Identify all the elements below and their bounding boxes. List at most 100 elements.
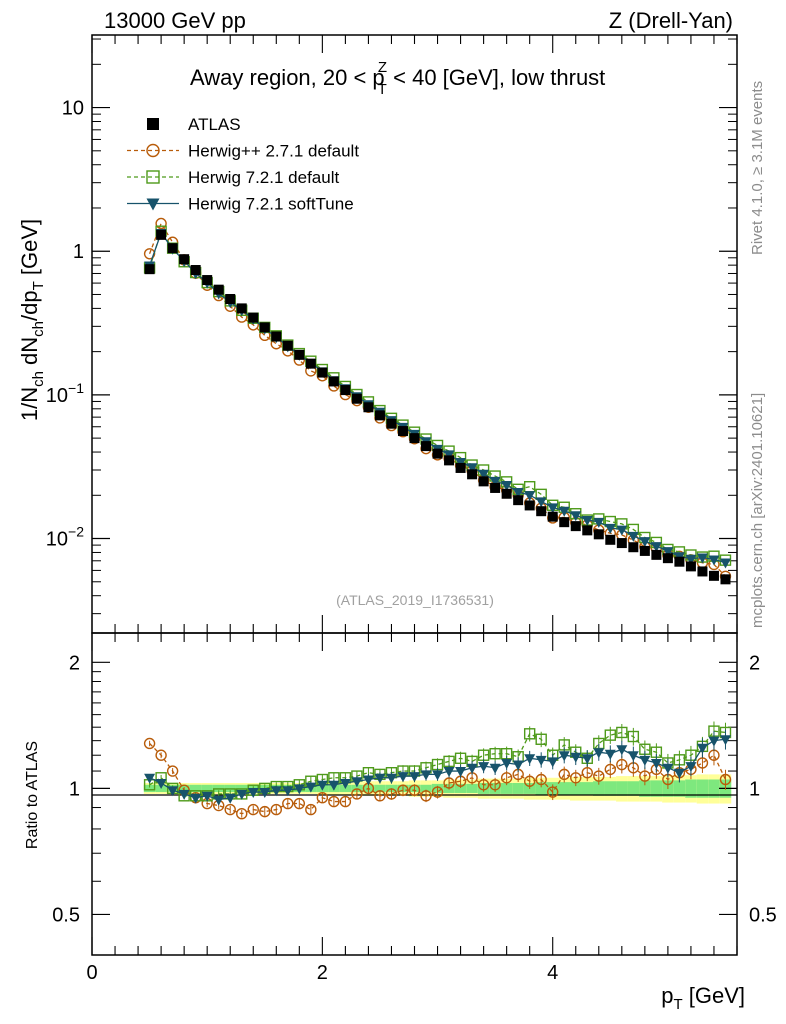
mc-point [627,531,639,542]
ratio-point [247,788,259,799]
legend-label: ATLAS [188,115,241,134]
ratio-point [639,755,651,766]
ratio-point [547,786,559,798]
ratio-point [455,767,467,778]
data-point [547,511,558,522]
data-point [317,367,328,378]
ratio-axis-ticks: 0.5 0.5 1 1 2 2 0 2 4 [52,633,777,984]
data-point [167,243,178,254]
mc-point [662,547,674,558]
ratio-point [282,797,294,810]
ratio-panel: 0.5 0.5 1 1 2 2 0 2 4 Ratio to ATLAS [24,632,777,984]
ratio-point [535,755,547,766]
ratio-point [420,770,432,781]
mc-point [616,525,628,536]
mc-point [719,558,731,569]
data-point [639,545,650,556]
ratio-point [673,768,685,779]
ratio-point [627,751,639,762]
mc-point [639,537,651,548]
ratio-point [190,793,202,804]
mcplots-label: mcplots.cern.ch [arXiv:2401.10621] [749,393,766,628]
ratio-y-tick-label: 1 [69,778,80,800]
ratio-point [478,762,490,773]
ratio-point [351,788,363,800]
chart-title-sup: Z [378,59,387,76]
data-point [305,358,316,369]
mc-point [685,554,697,565]
chart-title-part-a: Away region, 20 < p [190,65,385,90]
mc-point [489,476,501,487]
ratio-point [316,780,328,791]
ratio-point [224,793,236,804]
band-inner [466,783,478,793]
ratio-point [501,758,513,769]
ratio-point [523,775,536,787]
mc-point [593,517,605,528]
ratio-point [593,748,605,759]
data-point [651,549,662,560]
mc-point [708,555,720,566]
data-point [374,410,385,421]
ratio-point [374,773,386,784]
ratio-point [351,777,363,788]
data-point [282,340,293,351]
data-point [213,284,224,295]
ratio-y-label: Ratio to ATLAS [24,741,41,849]
ratio-point [385,788,398,800]
data-point [271,331,282,342]
ratio-point [650,758,662,769]
data-point [490,482,501,493]
ratio-point [523,728,536,740]
ratio-point [454,752,467,764]
ratio-point [535,733,547,745]
band-inner [558,782,570,795]
band-inner [500,782,513,794]
data-point [144,264,155,275]
main-y-tick-label: 1 [73,241,84,263]
chart-title-part-b: < 40 [GeV], low thrust [387,65,605,90]
ratio-point [270,803,282,816]
ratio-point [489,779,501,791]
data-point [386,418,397,429]
header-right: Z (Drell-Yan) [609,8,733,33]
ratio-point [581,767,593,779]
data-point [432,448,443,459]
ratio-point [593,770,605,782]
data-point [202,275,213,286]
data-point [570,521,581,532]
ratio-point [305,782,317,793]
legend-label: Herwig 7.2.1 default [188,168,339,187]
x-tick-label: 2 [317,962,328,984]
ratio-point [570,772,582,784]
mc-point [535,497,547,508]
band-inner [604,781,617,796]
ratio-point [293,784,305,795]
data-point [156,229,167,240]
ratio-point [489,763,501,774]
ratio-point [201,791,213,802]
band-inner [201,784,213,793]
band-inner [420,784,432,793]
ratio-point [512,760,524,771]
data-point [190,265,201,276]
data-point [421,441,432,452]
data-point [501,488,512,499]
ratio-point [604,749,616,760]
ratio-point [282,786,294,797]
ratio-point [420,790,432,802]
ratio-point [374,790,386,802]
ratio-point [443,767,455,778]
mc-point [547,503,559,514]
data-point [582,525,593,536]
band-inner [374,784,386,793]
ratio-point [397,772,409,783]
ratio-point [213,795,225,806]
ratio-point [558,768,570,781]
ratio-point [259,788,271,799]
main-panel: 10−2 10−1 1 10 ATLAS Herwig++ 2.7.1 default H… [17,34,738,634]
ratio-point [247,803,259,816]
ratio-point [443,777,455,789]
data-point [478,476,489,487]
ratio-point [431,786,444,798]
